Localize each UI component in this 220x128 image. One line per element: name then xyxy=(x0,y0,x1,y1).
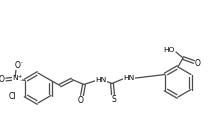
Text: S: S xyxy=(112,95,116,104)
Text: O: O xyxy=(15,61,21,70)
Text: HN: HN xyxy=(95,77,107,83)
Text: HN: HN xyxy=(123,74,135,81)
Text: N: N xyxy=(12,76,18,82)
Text: Cl: Cl xyxy=(8,92,16,101)
Text: O: O xyxy=(0,75,5,84)
Text: +: + xyxy=(18,74,22,79)
Text: HO: HO xyxy=(163,47,175,53)
Text: -: - xyxy=(21,60,23,65)
Text: O: O xyxy=(195,58,201,67)
Text: O: O xyxy=(78,96,84,105)
